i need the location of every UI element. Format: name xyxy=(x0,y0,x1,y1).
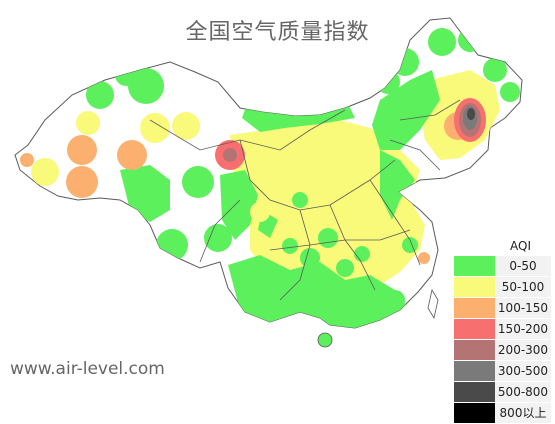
aqi-legend: AQI 0-50 50-100 100-150 150-200 200-300 … xyxy=(454,236,551,424)
legend-label: 300-500 xyxy=(495,361,551,381)
legend-item: 0-50 xyxy=(454,256,551,276)
legend-label: 800以上 xyxy=(495,403,551,423)
moderate-zone-central xyxy=(230,120,425,290)
aqi-map xyxy=(14,17,523,348)
legend-swatch xyxy=(454,403,495,423)
legend-item: 200-300 xyxy=(454,340,551,360)
legend-item: 100-150 xyxy=(454,298,551,318)
legend-item: 500-800 xyxy=(454,382,551,402)
page-title: 全国空气质量指数 xyxy=(185,20,370,45)
legend-item: 150-200 xyxy=(454,319,551,339)
legend-label: 150-200 xyxy=(495,319,551,339)
legend-swatch xyxy=(454,361,495,381)
legend-item: 300-500 xyxy=(454,361,551,381)
watermark-link[interactable]: www.air-level.com xyxy=(10,359,165,379)
legend-item: 800以上 xyxy=(454,403,551,423)
legend-label: 50-100 xyxy=(495,277,551,297)
legend-label: 100-150 xyxy=(495,298,551,318)
moderate-zones-west xyxy=(31,111,270,222)
legend-swatch xyxy=(454,319,495,339)
legend-label: 200-300 xyxy=(495,340,551,360)
legend-swatch xyxy=(454,298,495,318)
legend-label: 500-800 xyxy=(495,382,551,402)
unhealthy-zones xyxy=(215,98,486,170)
legend-swatch xyxy=(454,256,495,276)
province-boundaries xyxy=(149,99,461,301)
legend-item: 50-100 xyxy=(454,277,551,297)
legend-title: AQI xyxy=(510,239,531,253)
taiwan-island xyxy=(427,288,439,320)
legend-label: 0-50 xyxy=(495,256,551,276)
legend-swatch xyxy=(454,382,495,402)
hainan-island xyxy=(317,332,333,348)
legend-swatch xyxy=(454,277,495,297)
legend-swatch xyxy=(454,340,495,360)
